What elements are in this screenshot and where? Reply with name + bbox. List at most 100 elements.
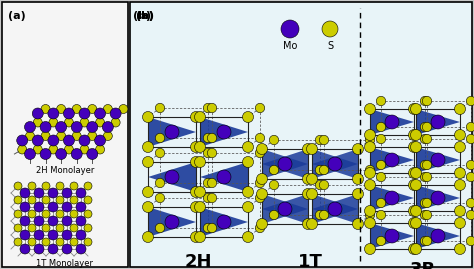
Text: (b): (b) <box>133 11 151 21</box>
Circle shape <box>207 103 217 113</box>
Circle shape <box>365 135 374 145</box>
Circle shape <box>203 223 213 233</box>
Circle shape <box>365 206 375 217</box>
Circle shape <box>155 193 164 203</box>
Circle shape <box>307 218 318 229</box>
Circle shape <box>79 108 90 119</box>
Circle shape <box>422 198 432 208</box>
Circle shape <box>410 168 421 179</box>
Circle shape <box>62 216 72 226</box>
Circle shape <box>76 188 86 198</box>
Circle shape <box>365 179 375 190</box>
Circle shape <box>256 143 267 154</box>
Circle shape <box>111 118 120 127</box>
Circle shape <box>376 198 386 208</box>
Circle shape <box>278 202 292 216</box>
Circle shape <box>315 180 325 190</box>
Polygon shape <box>262 194 308 224</box>
Circle shape <box>322 21 338 37</box>
Circle shape <box>365 210 374 220</box>
Circle shape <box>409 243 419 254</box>
Circle shape <box>409 104 419 115</box>
Circle shape <box>269 210 279 220</box>
Polygon shape <box>370 109 414 135</box>
Circle shape <box>56 224 64 232</box>
Circle shape <box>466 122 474 132</box>
Circle shape <box>307 189 318 200</box>
Circle shape <box>165 170 179 184</box>
Circle shape <box>243 141 254 153</box>
Circle shape <box>217 215 231 229</box>
Circle shape <box>207 133 217 143</box>
Circle shape <box>191 201 201 213</box>
Circle shape <box>42 224 50 232</box>
Circle shape <box>466 96 474 106</box>
Circle shape <box>422 210 432 220</box>
Polygon shape <box>200 162 248 192</box>
Circle shape <box>302 174 313 185</box>
Circle shape <box>420 198 429 208</box>
Circle shape <box>243 201 254 213</box>
Circle shape <box>20 230 30 240</box>
Circle shape <box>207 148 217 158</box>
Circle shape <box>55 148 67 160</box>
Polygon shape <box>312 194 358 224</box>
Circle shape <box>64 145 73 154</box>
Circle shape <box>365 141 375 153</box>
Circle shape <box>64 135 74 146</box>
Polygon shape <box>262 149 308 179</box>
Circle shape <box>255 223 264 233</box>
Circle shape <box>18 145 27 154</box>
Circle shape <box>385 153 399 167</box>
Circle shape <box>269 135 279 145</box>
Circle shape <box>422 134 432 144</box>
Circle shape <box>191 186 201 197</box>
Polygon shape <box>416 147 460 173</box>
Text: S: S <box>327 41 333 51</box>
Circle shape <box>353 143 364 154</box>
Text: (a): (a) <box>8 11 26 21</box>
Circle shape <box>48 244 58 254</box>
Circle shape <box>365 129 375 140</box>
Circle shape <box>72 104 81 114</box>
Circle shape <box>62 244 72 254</box>
Circle shape <box>84 196 92 204</box>
Circle shape <box>56 182 64 190</box>
Circle shape <box>155 223 164 233</box>
Circle shape <box>466 172 474 182</box>
Circle shape <box>376 236 386 246</box>
Circle shape <box>119 104 128 114</box>
Circle shape <box>455 141 465 153</box>
Circle shape <box>64 118 73 127</box>
Circle shape <box>28 182 36 190</box>
Circle shape <box>365 218 375 228</box>
Circle shape <box>48 202 58 212</box>
Circle shape <box>410 218 421 228</box>
Circle shape <box>409 179 419 190</box>
Circle shape <box>431 153 445 167</box>
Circle shape <box>319 165 328 175</box>
Circle shape <box>14 238 22 246</box>
Circle shape <box>191 141 201 153</box>
Circle shape <box>466 160 474 170</box>
Circle shape <box>194 186 206 197</box>
Text: 2H: 2H <box>184 253 212 269</box>
Polygon shape <box>200 117 248 147</box>
Circle shape <box>56 132 65 140</box>
Circle shape <box>422 172 432 182</box>
Circle shape <box>71 148 82 160</box>
Circle shape <box>255 178 264 188</box>
Circle shape <box>70 238 78 246</box>
FancyBboxPatch shape <box>2 2 128 267</box>
Circle shape <box>409 218 419 228</box>
Circle shape <box>281 20 299 38</box>
Circle shape <box>466 236 474 246</box>
Circle shape <box>431 191 445 205</box>
Circle shape <box>422 236 432 246</box>
Circle shape <box>62 230 72 240</box>
Circle shape <box>410 179 421 190</box>
Circle shape <box>365 165 374 175</box>
Circle shape <box>243 157 254 168</box>
Circle shape <box>28 196 36 204</box>
Circle shape <box>40 148 51 160</box>
